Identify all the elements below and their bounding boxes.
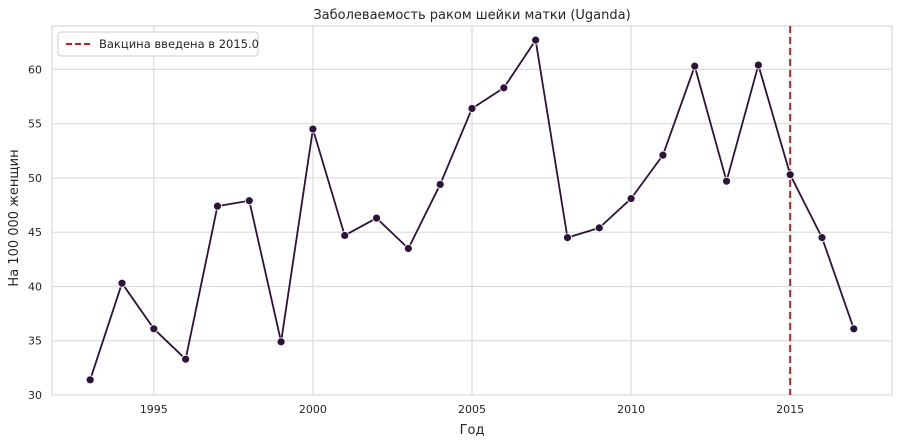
data-point <box>149 324 159 334</box>
x-tick-label: 2000 <box>299 403 327 416</box>
x-axis-label: Год <box>460 423 485 438</box>
legend-entry-vaccine: Вакцина введена в 2015.0 <box>99 37 259 51</box>
x-tick-label: 2010 <box>617 403 645 416</box>
data-point <box>181 354 191 364</box>
data-point <box>276 337 286 347</box>
y-tick-label: 60 <box>28 63 42 76</box>
y-tick-label: 40 <box>28 280 42 293</box>
x-tick-label: 2005 <box>458 403 486 416</box>
data-point <box>499 83 509 93</box>
data-point <box>849 324 859 334</box>
data-point <box>340 231 350 240</box>
y-tick-label: 35 <box>28 335 42 348</box>
data-point <box>594 223 604 233</box>
x-tick-label: 2015 <box>776 403 804 416</box>
data-point <box>244 196 254 206</box>
data-point <box>308 124 318 134</box>
y-axis-label: На 100 000 женщин <box>7 149 22 286</box>
y-tick-label: 30 <box>28 389 42 402</box>
legend-box <box>57 31 259 57</box>
data-point <box>213 201 222 211</box>
series-points <box>85 35 859 385</box>
data-point <box>785 170 795 180</box>
data-point <box>467 104 477 113</box>
data-point <box>690 61 700 71</box>
data-point <box>563 233 572 243</box>
data-point <box>372 213 381 223</box>
chart-title: Заболеваемость раком шейки матки (Uganda… <box>313 8 630 23</box>
data-point <box>658 150 668 160</box>
data-point <box>531 35 541 45</box>
y-axis-ticks: 30 35 40 45 50 55 60 <box>28 63 42 402</box>
data-point <box>117 278 127 288</box>
x-axis-ticks: 1995 2000 2005 2010 2015 <box>140 403 804 416</box>
y-tick-label: 50 <box>28 172 42 185</box>
y-tick-label: 55 <box>28 118 42 131</box>
data-point <box>85 375 95 385</box>
x-tick-label: 1995 <box>140 403 168 416</box>
data-point <box>435 180 445 189</box>
data-point <box>626 194 636 203</box>
data-point <box>753 60 763 70</box>
data-point <box>403 244 413 253</box>
gridlines <box>52 26 892 396</box>
y-tick-label: 45 <box>28 226 42 239</box>
data-point <box>817 233 827 243</box>
legend: Вакцина введена в 2015.0 <box>57 31 259 57</box>
data-point <box>722 176 731 186</box>
